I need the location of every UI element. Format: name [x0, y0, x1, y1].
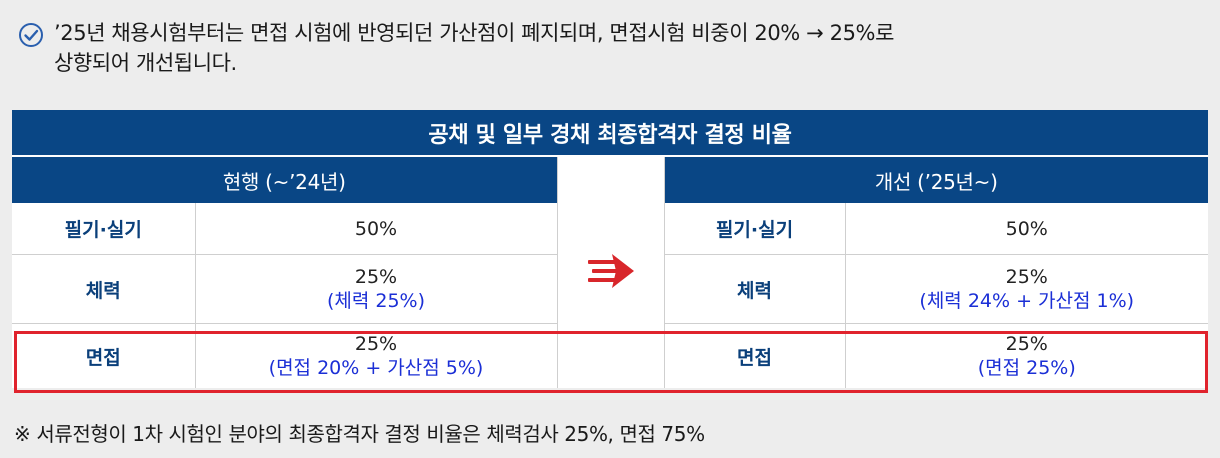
- row-label: 필기·실기: [12, 203, 196, 255]
- new-sub: (체력 24% + 가산점 1%): [919, 290, 1135, 312]
- arrow-cell: [556, 156, 665, 388]
- new-value: 25% (체력 24% + 가산점 1%): [845, 254, 1208, 324]
- table-row: 체력 25% (체력 25%) 체력 25% (체력 24% + 가산점 1%): [12, 254, 1208, 324]
- footnote: ※ 서류전형이 1차 시험인 분야의 최종합격자 결정 비율은 체력검사 25%…: [14, 422, 705, 446]
- row-label: 체력: [12, 254, 196, 324]
- ratio-table: 공채 및 일부 경채 최종합격자 결정 비율 현행 (~’24년) 개선 (’2…: [12, 110, 1208, 388]
- current-value: 50%: [195, 203, 557, 255]
- table-row: 필기·실기 50% 필기·실기 50%: [12, 203, 1208, 255]
- current-value: 25% (체력 25%): [195, 254, 557, 324]
- new-main: 25%: [1005, 266, 1048, 288]
- row-label: 면접: [663, 323, 846, 388]
- intro-line-1: ’25년 채용시험부터는 면접 시험에 반영되던 가산점이 폐지되며, 면접시험…: [54, 21, 895, 45]
- intro-line-2: 상향되어 개선됩니다.: [54, 51, 237, 75]
- current-sub: (체력 25%): [326, 290, 426, 312]
- check-circle-icon: [19, 23, 43, 47]
- row-label: 체력: [663, 254, 846, 324]
- intro-text: ’25년 채용시험부터는 면접 시험에 반영되던 가산점이 폐지되며, 면접시험…: [54, 18, 894, 78]
- current-header: 현행 (~’24년): [12, 156, 557, 203]
- current-value: 25% (면접 20% + 가산점 5%): [195, 324, 557, 389]
- new-header: 개선 (’25년~): [664, 156, 1208, 203]
- table-title: 공채 및 일부 경채 최종합격자 결정 비율: [12, 110, 1208, 157]
- new-sub: (면접 25%): [977, 357, 1076, 379]
- right-arrow-icon: [587, 253, 634, 288]
- new-value: 50%: [845, 203, 1208, 255]
- current-main: 50%: [354, 217, 398, 240]
- intro-statement: ’25년 채용시험부터는 면접 시험에 반영되던 가산점이 폐지되며, 면접시험…: [18, 18, 1208, 78]
- new-main: 50%: [1005, 217, 1048, 240]
- row-label: 필기·실기: [663, 203, 846, 255]
- table-row: 면접 25% (면접 20% + 가산점 5%) 면접 25% (면접 25%): [12, 323, 1208, 389]
- current-main: 25%: [354, 333, 398, 355]
- current-sub: (면접 20% + 가산점 5%): [268, 357, 484, 379]
- current-main: 25%: [354, 266, 398, 288]
- new-value: 25% (면접 25%): [845, 324, 1208, 389]
- row-label: 면접: [12, 323, 196, 388]
- new-main: 25%: [1005, 333, 1048, 355]
